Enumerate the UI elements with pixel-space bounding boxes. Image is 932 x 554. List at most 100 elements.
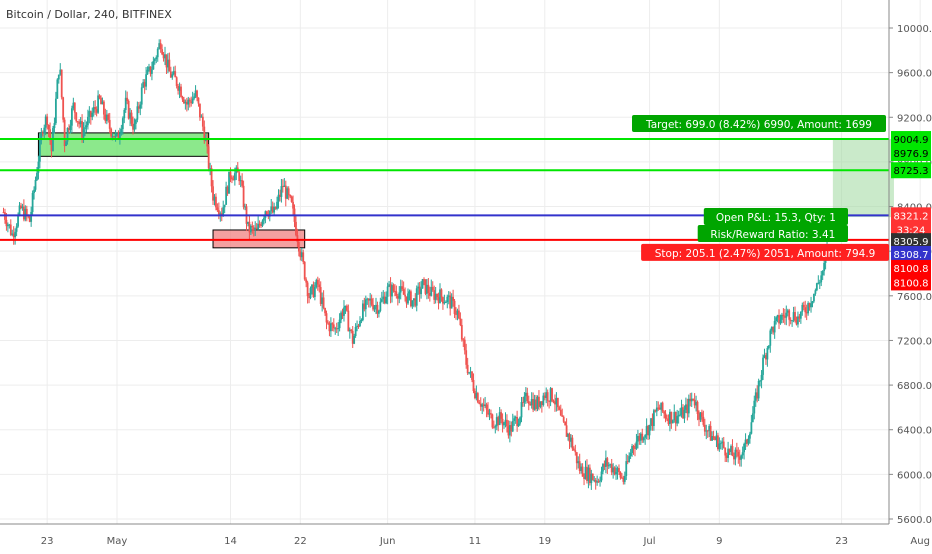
candle-body: [244, 206, 246, 208]
candle-body: [551, 388, 553, 401]
candle-body: [701, 412, 703, 417]
candle-body: [395, 291, 398, 296]
candle-body: [661, 402, 664, 412]
candle-body: [705, 430, 708, 432]
x-tick-label: May: [107, 536, 128, 547]
risk-reward-label: Risk/Reward Ratio: 3.41: [710, 229, 835, 241]
candle-body: [567, 434, 569, 437]
price-tag: 8321.2: [894, 211, 929, 222]
candle-body: [634, 447, 636, 449]
candle-body: [379, 301, 382, 311]
candle-body: [172, 71, 175, 75]
candle-body: [91, 112, 94, 118]
candle-body: [666, 418, 668, 420]
price-tag: 8305.9: [894, 237, 929, 248]
candle-body: [190, 101, 193, 104]
candle-body: [625, 461, 628, 477]
candle-body: [270, 206, 273, 211]
candle-body: [648, 425, 651, 436]
candle-body: [635, 441, 638, 449]
candle-body: [247, 221, 249, 224]
candle-body: [417, 286, 420, 289]
y-tick-label: 5600.0: [897, 515, 932, 526]
candle-body: [577, 461, 580, 464]
y-tick-label: 7200.0: [897, 336, 932, 347]
candle-body: [119, 133, 121, 138]
candle-body: [59, 69, 62, 75]
candle-body: [479, 403, 482, 407]
candle-body: [655, 407, 658, 412]
candle-body: [583, 476, 585, 479]
candle-body: [383, 296, 386, 304]
candle-body: [516, 416, 519, 427]
candle-body: [12, 233, 15, 238]
candle-body: [763, 355, 766, 358]
candle-body: [6, 224, 9, 227]
candle-body: [11, 233, 14, 235]
candle-body: [695, 401, 697, 406]
candle-body: [396, 295, 399, 299]
candle-body: [558, 407, 561, 410]
y-tick-label: 7600.0: [897, 292, 932, 303]
candle-body: [280, 186, 283, 197]
zones: [37, 132, 306, 249]
candle-body: [568, 434, 571, 442]
candle-body: [795, 320, 798, 325]
candle-body: [495, 417, 498, 427]
candle-body: [50, 140, 53, 152]
candle-body: [513, 418, 516, 421]
candle-body: [494, 426, 497, 428]
candle-body: [108, 119, 111, 129]
candle-body: [722, 441, 725, 448]
candle-body: [680, 407, 683, 415]
candle-body: [789, 319, 792, 321]
candle-body: [364, 299, 367, 310]
candle-body: [497, 417, 500, 426]
candle-body: [596, 481, 599, 483]
candle-body: [783, 316, 786, 318]
candle-body: [297, 242, 300, 252]
candle-body: [642, 437, 645, 441]
candle-body: [36, 172, 38, 180]
candle-body: [283, 185, 286, 187]
candle-body: [369, 298, 372, 301]
candle-body: [463, 339, 466, 351]
candle-body: [21, 206, 24, 209]
candle-body: [303, 261, 306, 280]
candle-body: [318, 284, 321, 288]
candle-body: [139, 104, 142, 109]
candle-body: [699, 412, 702, 420]
candle-body: [651, 418, 654, 427]
candle-body: [459, 318, 462, 326]
candle-body: [366, 298, 369, 300]
candle-body: [156, 48, 159, 58]
candle-body: [626, 461, 629, 463]
candle-body: [248, 221, 251, 233]
candle-body: [584, 466, 587, 479]
candle-body: [612, 467, 615, 473]
y-tick-label: 6400.0: [897, 426, 932, 437]
candle-body: [717, 435, 719, 450]
candle-body: [600, 471, 603, 481]
candle-body: [452, 296, 455, 301]
candle-body: [25, 208, 28, 216]
candle-body: [57, 74, 60, 80]
candle-body: [706, 430, 709, 432]
candle-body: [263, 217, 265, 221]
candle-body: [271, 206, 274, 213]
candle-body: [133, 123, 136, 130]
candle-body: [126, 97, 129, 102]
candle-body: [719, 443, 722, 445]
candle-body: [431, 287, 434, 291]
candle-body: [43, 127, 46, 134]
candle-body: [175, 77, 178, 86]
candle-body: [228, 171, 230, 194]
candle-body: [56, 79, 59, 99]
candle-body: [341, 312, 344, 316]
candle-body: [33, 189, 35, 194]
candle-body: [183, 99, 185, 104]
candle-body: [593, 480, 596, 482]
candle-body: [533, 399, 536, 410]
